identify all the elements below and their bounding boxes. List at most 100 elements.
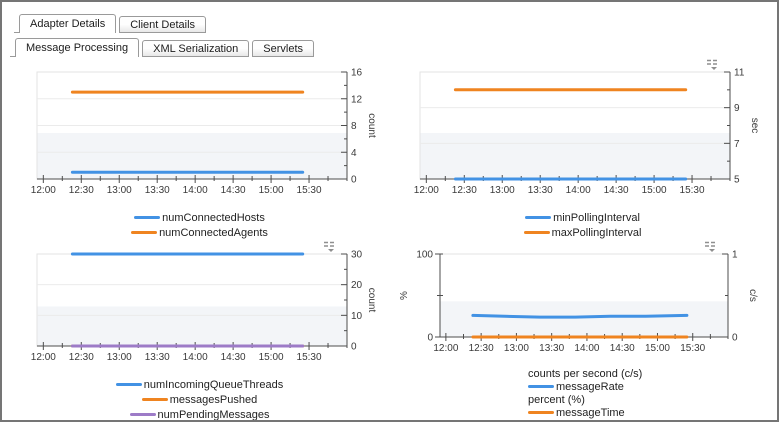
chart-legend: numConnectedHosts numConnectedAgents — [12, 210, 387, 240]
y-tick-label: 30 — [351, 250, 363, 261]
x-tick-label: 12:30 — [69, 185, 94, 196]
legend-item[interactable]: numPendingMessages — [129, 407, 270, 421]
legend-item[interactable]: numIncomingQueueThreads — [115, 377, 283, 392]
x-tick-label: 12:00 — [433, 343, 458, 354]
chart-panel-bottom-left: 12:00 12:30 13:00 13:30 14:00 14:30 15:00 15:30… — [12, 240, 387, 421]
primary-tab-strip: Adapter Details Client Details — [13, 14, 209, 33]
tab-servlets[interactable]: Servlets — [252, 40, 315, 57]
chart-panel-bottom-right: 12:00 12:30 13:00 13:30 14:00 14:30 15:00 15:30… — [395, 240, 770, 419]
legend-group-label: percent (%) — [528, 393, 585, 406]
legend-label: messagesPushed — [169, 393, 258, 406]
legend-swatch-line — [134, 216, 161, 219]
tab-xml-serialization[interactable]: XML Serialization — [142, 40, 250, 57]
legend-label: numConnectedAgents — [159, 226, 268, 239]
y-tick-label: 0 — [351, 342, 357, 353]
y-tick-label: 5 — [734, 175, 740, 186]
x-tick-label: 14:30 — [221, 185, 246, 196]
x-tick-label: 15:30 — [680, 185, 705, 196]
x-tick-label: 12:30 — [469, 343, 494, 354]
y-tick-label: 12 — [351, 94, 363, 105]
tab-client-details[interactable]: Client Details — [119, 16, 207, 33]
legend-swatch-line — [523, 231, 550, 234]
y-tick-label: 0 — [732, 333, 738, 344]
chart-menu-icon[interactable] — [324, 241, 336, 253]
x-tick-label: 15:00 — [259, 185, 284, 196]
chart-menu-icon[interactable] — [705, 241, 717, 253]
legend-swatch-line — [525, 216, 552, 219]
y-tick-label: 1 — [732, 250, 738, 261]
x-tick-label: 15:00 — [645, 343, 670, 354]
legend-item[interactable]: messageRate — [528, 380, 624, 393]
legend-swatch-line — [115, 383, 142, 386]
legend-label: counts per second (c/s) — [528, 367, 643, 380]
legend-label: numConnectedHosts — [162, 211, 265, 224]
chevron-down-icon — [328, 249, 334, 252]
chart-panel-top-right: 12:00 12:30 13:00 13:30 14:00 14:30 15:00 15:30… — [395, 58, 770, 240]
x-tick-label: 15:30 — [297, 185, 322, 196]
x-tick-label: 13:30 — [528, 185, 553, 196]
legend-label: messageRate — [556, 380, 624, 393]
legend-label: messageTime — [556, 406, 625, 419]
y-axis-title: c/s — [747, 289, 758, 302]
legend-item[interactable]: minPollingInterval — [525, 210, 640, 225]
legend-swatch-line — [129, 413, 156, 416]
legend-item[interactable]: numConnectedAgents — [131, 225, 268, 240]
chart-legend: minPollingInterval maxPollingInterval — [395, 210, 770, 240]
chevron-down-icon — [709, 249, 715, 252]
y2-tick-label: 0 — [427, 333, 433, 344]
legend-label: numPendingMessages — [157, 408, 270, 421]
x-tick-label: 14:00 — [566, 185, 591, 196]
chevron-down-icon — [711, 67, 717, 70]
legend-group-label: counts per second (c/s) — [528, 367, 642, 380]
x-tick-label: 12:30 — [69, 352, 94, 363]
x-tick-label: 13:00 — [490, 185, 515, 196]
chart-top-left: 12:00 12:30 13:00 13:30 14:00 14:30 15:00 15:30… — [31, 68, 377, 197]
x-tick-label: 14:30 — [221, 352, 246, 363]
legend-swatch-line — [528, 385, 554, 388]
x-tick-label: 14:00 — [183, 185, 208, 196]
y-tick-label: 9 — [734, 103, 740, 114]
x-tick-label: 14:00 — [183, 352, 208, 363]
legend-item[interactable]: messageTime — [528, 406, 625, 419]
chart-panel-top-left: 12:00 12:30 13:00 13:30 14:00 14:30 15:00 15:30… — [12, 58, 387, 240]
y-tick-label: 8 — [351, 121, 357, 132]
x-tick-label: 12:00 — [414, 185, 439, 196]
x-tick-label: 13:00 — [504, 343, 529, 354]
x-tick-label: 13:00 — [107, 185, 132, 196]
legend-label: minPollingInterval — [553, 211, 640, 224]
x-tick-label: 13:00 — [107, 352, 132, 363]
tab-adapter-details[interactable]: Adapter Details — [19, 14, 117, 33]
x-tick-label: 13:30 — [145, 352, 170, 363]
legend-item[interactable]: maxPollingInterval — [523, 225, 641, 240]
y-tick-label: 11 — [734, 68, 745, 79]
x-tick-label: 15:00 — [259, 352, 284, 363]
y-tick-label: 0 — [351, 175, 357, 186]
y2-tick-label: 100 — [416, 250, 433, 261]
series-messageRate — [471, 313, 689, 319]
secondary-tab-strip: Message Processing XML Serialization Ser… — [9, 38, 317, 57]
chart-legend: numIncomingQueueThreads messagesPushed num… — [12, 377, 387, 421]
x-tick-label: 15:30 — [297, 352, 322, 363]
tab-message-processing[interactable]: Message Processing — [15, 38, 140, 57]
x-tick-label: 15:00 — [642, 185, 667, 196]
chart-legend: counts per second (c/s) messageRate percen… — [395, 367, 770, 419]
x-tick-label: 14:00 — [574, 343, 599, 354]
y-axis-title: sec — [749, 118, 760, 134]
y-tick-label: 4 — [351, 148, 357, 159]
legend-item[interactable]: messagesPushed — [141, 392, 258, 407]
chart-bottom-left: 12:00 12:30 13:00 13:30 14:00 14:30 15:00 15:30… — [31, 241, 377, 363]
x-tick-label: 13:30 — [539, 343, 564, 354]
y-tick-label: 20 — [351, 280, 363, 291]
y2-axis-title: % — [399, 291, 410, 300]
legend-label: percent (%) — [528, 393, 585, 406]
chart-top-right: 12:00 12:30 13:00 13:30 14:00 14:30 15:00 15:30… — [414, 59, 760, 196]
chart-menu-icon[interactable] — [707, 59, 719, 71]
legend-swatch-line — [131, 231, 158, 234]
x-tick-label: 12:00 — [31, 185, 56, 196]
y-tick-label: 10 — [351, 311, 363, 322]
x-tick-label: 12:30 — [452, 185, 477, 196]
y-axis-title: count — [366, 288, 377, 313]
x-tick-label: 15:30 — [680, 343, 705, 354]
legend-item[interactable]: numConnectedHosts — [134, 210, 265, 225]
